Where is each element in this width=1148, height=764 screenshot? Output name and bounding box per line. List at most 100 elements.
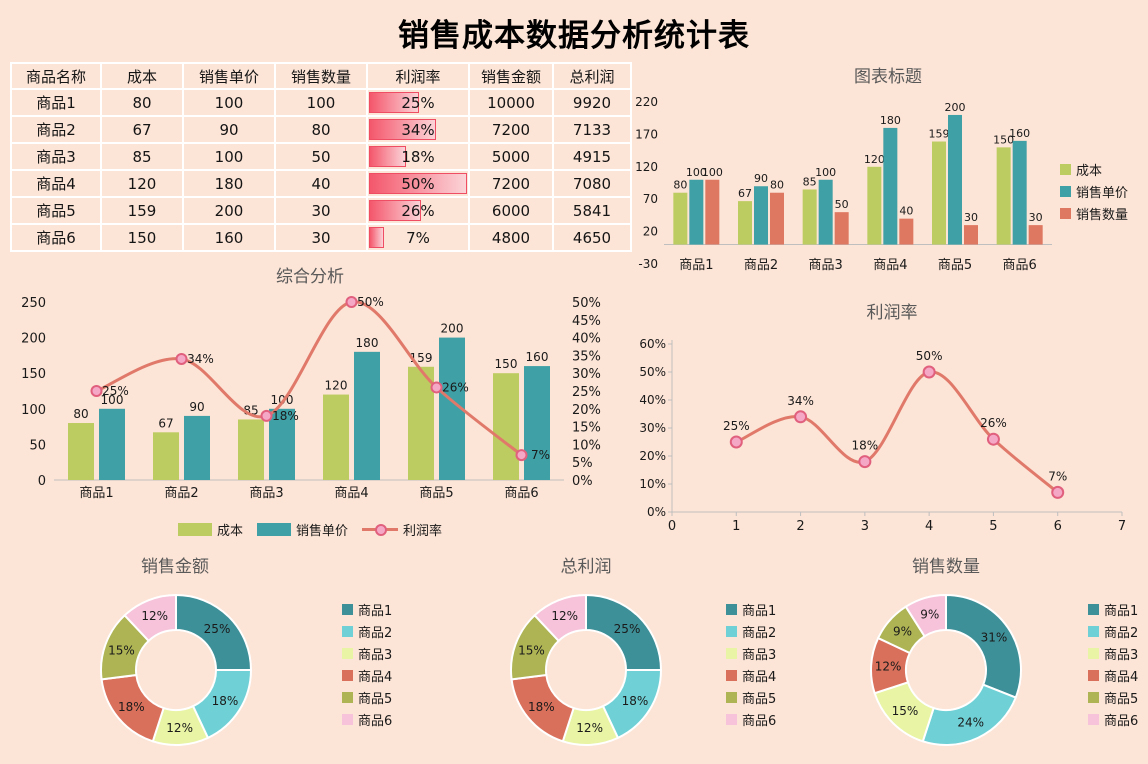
cell-cost[interactable]: 67	[100, 115, 184, 144]
slice-商品6[interactable]	[123, 593, 177, 643]
donut-sales-qty-title[interactable]: 销售数量	[912, 557, 980, 577]
cell-qty[interactable]: 40	[274, 169, 368, 198]
line-marker[interactable]	[345, 296, 358, 308]
header-cell[interactable]: 销售金额	[468, 62, 554, 90]
legend-item[interactable]: 成本	[177, 518, 243, 540]
header-cell[interactable]: 商品名称	[10, 62, 102, 90]
bar-成本-商品3[interactable]	[238, 419, 264, 480]
cell-name[interactable]: 商品4	[10, 169, 102, 198]
cell-name[interactable]: 商品6	[10, 223, 102, 252]
line-marker[interactable]	[1051, 485, 1065, 499]
header-cell[interactable]: 成本	[100, 62, 184, 90]
cell-cost[interactable]: 120	[100, 169, 184, 198]
cell-profit[interactable]: 7080	[552, 169, 632, 198]
bar-销售数量-商品4[interactable]	[899, 218, 914, 245]
slice-商品6[interactable]	[904, 593, 947, 638]
cell-name[interactable]: 商品5	[10, 196, 102, 225]
line-marker[interactable]	[729, 435, 743, 449]
cell-amount[interactable]: 5000	[468, 142, 554, 171]
legend-item[interactable]: 商品3	[1088, 642, 1138, 664]
legend-item[interactable]: 商品4	[1088, 664, 1138, 686]
cell-cost[interactable]: 159	[100, 196, 184, 225]
legend-item[interactable]: 商品2	[726, 620, 776, 642]
bar-成本-商品5[interactable]	[408, 366, 434, 480]
bar-销售单价-商品6[interactable]	[524, 366, 550, 480]
cell-name[interactable]: 商品3	[10, 142, 102, 171]
line-marker[interactable]	[794, 410, 808, 424]
bar-成本-商品4[interactable]	[867, 166, 882, 245]
cell-margin[interactable]: 25%	[366, 88, 470, 117]
cell-amount[interactable]: 4800	[468, 223, 554, 252]
cell-qty[interactable]: 30	[274, 196, 368, 225]
legend-item[interactable]: 销售单价	[1060, 180, 1128, 202]
legend-item[interactable]: 商品1	[1088, 598, 1138, 620]
cell-margin[interactable]: 50%	[366, 169, 470, 198]
profit-rate-line[interactable]	[735, 370, 1059, 494]
bar-销售数量-商品5[interactable]	[964, 225, 978, 245]
line-marker[interactable]	[858, 455, 872, 469]
cell-profit[interactable]: 9920	[552, 88, 632, 117]
bar-销售单价-商品4[interactable]	[354, 351, 380, 480]
cell-name[interactable]: 商品2	[10, 115, 102, 144]
cell-price[interactable]: 160	[182, 223, 276, 252]
cell-profit[interactable]: 4650	[552, 223, 632, 252]
legend-item[interactable]: 商品2	[1088, 620, 1138, 642]
cell-amount[interactable]: 6000	[468, 196, 554, 225]
cell-price[interactable]: 100	[182, 142, 276, 171]
cell-qty[interactable]: 100	[274, 88, 368, 117]
donut-total-profit-title[interactable]: 总利润	[560, 557, 612, 577]
bar-成本-商品5[interactable]	[932, 141, 946, 245]
cell-margin[interactable]: 34%	[366, 115, 470, 144]
bar-成本-商品2[interactable]	[738, 201, 752, 245]
header-cell[interactable]: 总利润	[552, 62, 632, 90]
line-marker[interactable]	[986, 432, 1000, 446]
bar-销售单价-商品1[interactable]	[689, 179, 704, 245]
bar-销售单价-商品2[interactable]	[754, 186, 768, 245]
line-marker[interactable]	[922, 365, 936, 379]
cell-amount[interactable]: 10000	[468, 88, 554, 117]
cell-cost[interactable]: 150	[100, 223, 184, 252]
cell-amount[interactable]: 7200	[468, 169, 554, 198]
donut-sales-amount-title[interactable]: 销售金额	[141, 557, 209, 577]
bar-销售数量-商品1[interactable]	[705, 179, 720, 245]
line-marker[interactable]	[515, 449, 528, 462]
legend-item[interactable]: 利润率	[362, 518, 442, 540]
header-cell[interactable]: 利润率	[366, 62, 470, 90]
bar-销售数量-商品6[interactable]	[1028, 225, 1043, 245]
bar-销售单价-商品1[interactable]	[99, 408, 125, 480]
bar-销售单价-商品2[interactable]	[184, 415, 210, 480]
cell-amount[interactable]: 7200	[468, 115, 554, 144]
bar-成本-商品2[interactable]	[153, 432, 179, 480]
legend-item[interactable]: 商品5	[342, 686, 392, 708]
line-chart-title[interactable]: 利润率	[866, 303, 918, 323]
bar-销售单价-商品6[interactable]	[1012, 140, 1027, 245]
cell-price[interactable]: 200	[182, 196, 276, 225]
bar-成本-商品4[interactable]	[323, 394, 349, 480]
header-cell[interactable]: 销售单价	[182, 62, 276, 90]
header-cell[interactable]: 销售数量	[274, 62, 368, 90]
cell-qty[interactable]: 30	[274, 223, 368, 252]
bar-chart-title[interactable]: 图表标题	[854, 67, 922, 87]
cell-cost[interactable]: 85	[100, 142, 184, 171]
cell-profit[interactable]: 7133	[552, 115, 632, 144]
line-marker[interactable]	[90, 385, 103, 397]
bar-成本-商品6[interactable]	[996, 147, 1011, 245]
legend-item[interactable]: 销售数量	[1060, 202, 1128, 224]
legend-item[interactable]: 商品4	[342, 664, 392, 686]
cell-price[interactable]: 180	[182, 169, 276, 198]
legend-item[interactable]: 成本	[1060, 158, 1128, 180]
legend-item[interactable]: 销售单价	[256, 518, 348, 540]
legend-item[interactable]: 商品5	[726, 686, 776, 708]
cell-price[interactable]: 90	[182, 115, 276, 144]
legend-item[interactable]: 商品4	[726, 664, 776, 686]
legend-item[interactable]: 商品6	[342, 708, 392, 730]
bar-销售数量-商品2[interactable]	[770, 192, 784, 245]
bar-成本-商品1[interactable]	[673, 192, 688, 245]
legend-item[interactable]: 商品6	[1088, 708, 1138, 730]
bar-成本-商品6[interactable]	[493, 373, 519, 480]
slice-商品1[interactable]	[945, 593, 1022, 699]
line-marker[interactable]	[260, 409, 273, 422]
legend-item[interactable]: 商品1	[342, 598, 392, 620]
bar-销售数量-商品3[interactable]	[834, 212, 849, 245]
cell-qty[interactable]: 50	[274, 142, 368, 171]
